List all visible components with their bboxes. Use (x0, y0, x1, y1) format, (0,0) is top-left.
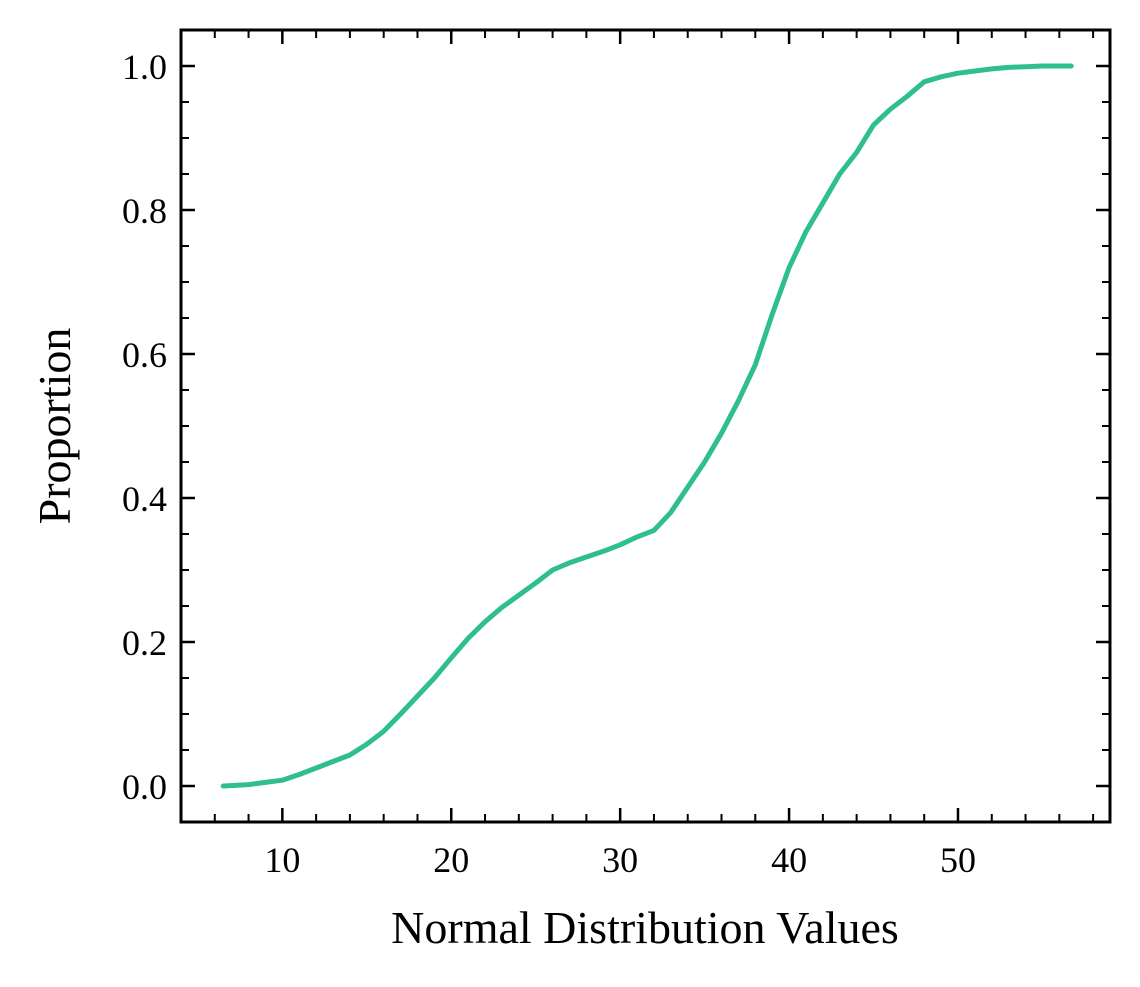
y-tick-label: 0.8 (122, 191, 167, 231)
x-tick-label: 20 (433, 840, 469, 880)
x-tick-label: 40 (771, 840, 807, 880)
x-tick-label: 30 (602, 840, 638, 880)
y-tick-label: 0.0 (122, 767, 167, 807)
plot-frame (179, 28, 1112, 824)
y-axis-label: Proportion (29, 328, 80, 525)
x-tick-label: 10 (264, 840, 300, 880)
y-tick-label: 1.0 (122, 47, 167, 87)
y-tick-label: 0.2 (122, 623, 167, 663)
ecdf-line-0 (220, 63, 1074, 789)
tick-layer: 10 20 30 40 50 0.0 0.2 0.4 0.6 0.8 1.0 (122, 29, 1110, 880)
y-tick-label: 0.4 (122, 479, 167, 519)
x-axis-label: Normal Distribution Values (391, 902, 899, 953)
x-tick-label: 50 (940, 840, 976, 880)
series-layer (220, 63, 1074, 789)
y-tick-label: 0.6 (122, 335, 167, 375)
